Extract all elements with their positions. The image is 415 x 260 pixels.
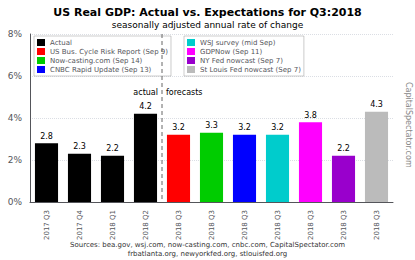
svg-text:St Louis Fed nowcast (Sep 7): St Louis Fed nowcast (Sep 7) xyxy=(200,66,301,74)
svg-text:8%: 8% xyxy=(8,29,23,39)
svg-text:forecasts: forecasts xyxy=(166,88,203,97)
svg-text:2018 Q3: 2018 Q3 xyxy=(340,210,348,240)
svg-text:4%: 4% xyxy=(8,113,23,123)
svg-text:Actual: Actual xyxy=(50,39,72,47)
svg-text:2018 Q3: 2018 Q3 xyxy=(208,210,216,240)
svg-text:2018 Q3: 2018 Q3 xyxy=(175,210,183,240)
svg-text:2%: 2% xyxy=(8,155,23,165)
svg-text:0%: 0% xyxy=(8,197,23,207)
svg-text:3.2: 3.2 xyxy=(172,123,185,132)
svg-text:2018 Q3: 2018 Q3 xyxy=(241,210,249,240)
svg-text:US Real GDP: Actual vs. Expect: US Real GDP: Actual vs. Expectations for… xyxy=(53,6,362,19)
svg-text:frbatlanta.org, newyorkfed.org: frbatlanta.org, newyorkfed.org, stlouisf… xyxy=(128,250,287,258)
svg-text:2018 Q2: 2018 Q2 xyxy=(142,210,150,240)
svg-text:3.3: 3.3 xyxy=(205,121,218,130)
svg-text:6%: 6% xyxy=(8,71,23,81)
svg-text:3.2: 3.2 xyxy=(271,123,284,132)
svg-text:Sources: bea.gov, wsj.com, now: Sources: bea.gov, wsj.com, now-casting.c… xyxy=(70,241,345,249)
svg-text:CNBC Rapid Update (Sep 13): CNBC Rapid Update (Sep 13) xyxy=(50,66,152,74)
svg-text:actual: actual xyxy=(133,88,158,97)
svg-text:3.8: 3.8 xyxy=(304,111,317,120)
svg-text:2018 Q3: 2018 Q3 xyxy=(274,210,282,240)
svg-text:2.8: 2.8 xyxy=(40,132,53,141)
svg-text:2.3: 2.3 xyxy=(73,142,86,151)
svg-text:US Bus. Cycle Risk Report (Sep: US Bus. Cycle Risk Report (Sep 9) xyxy=(50,48,168,56)
svg-text:2017 Q4: 2017 Q4 xyxy=(76,209,84,240)
svg-text:CapitalSpectator.com: CapitalSpectator.com xyxy=(404,82,413,168)
svg-text:2018 Q1: 2018 Q1 xyxy=(109,210,117,240)
svg-text:2018 Q3: 2018 Q3 xyxy=(307,210,315,240)
svg-text:3.2: 3.2 xyxy=(238,123,251,132)
svg-text:2.2: 2.2 xyxy=(337,144,350,153)
svg-text:2017 Q3: 2017 Q3 xyxy=(43,210,51,240)
svg-text:2018 Q3: 2018 Q3 xyxy=(373,210,381,240)
svg-text:WSJ survey (mid Sep): WSJ survey (mid Sep) xyxy=(200,39,276,47)
svg-text:4.2: 4.2 xyxy=(139,102,152,111)
svg-text:GDPNow (Sep 11): GDPNow (Sep 11) xyxy=(200,48,263,56)
svg-text:2.2: 2.2 xyxy=(106,144,119,153)
svg-text:Now-casting.com (Sep 14): Now-casting.com (Sep 14) xyxy=(50,57,143,65)
svg-text:4.3: 4.3 xyxy=(370,100,383,109)
svg-text:NY Fed nowcast (Sep 7): NY Fed nowcast (Sep 7) xyxy=(200,57,283,65)
svg-text:seasonally adjusted annual rat: seasonally adjusted annual rate of chang… xyxy=(112,20,304,30)
